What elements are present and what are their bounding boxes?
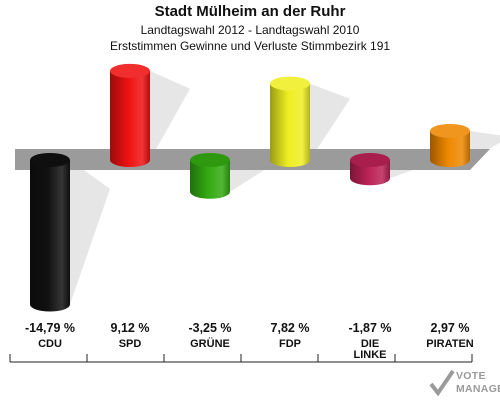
zero-baseline: [15, 149, 490, 170]
bar-spd: [110, 70, 150, 167]
watermark-line1: VOTE: [456, 370, 486, 382]
bar-cap: [190, 153, 230, 167]
watermark-line2: MANAGER: [456, 383, 500, 395]
chart-title: Stadt Mülheim an der Ruhr: [154, 3, 346, 20]
bar-cap: [430, 123, 470, 138]
bar-grüne: [190, 160, 230, 199]
votemanager-check-icon: [429, 369, 455, 397]
bar-fdp: [270, 83, 310, 167]
bar-cdu: [30, 160, 70, 312]
bar-cap: [350, 153, 390, 167]
bar-die-linke: [350, 160, 390, 186]
votemanager-logo: VOTE MANAGER: [428, 366, 500, 400]
bar-cap: [30, 153, 70, 167]
bar-cap: [270, 76, 310, 91]
bar-piraten: [430, 130, 470, 167]
chart-subtitle-years: Landtagswahl 2012 - Landtagswahl 2010: [140, 23, 360, 37]
bar-cap: [110, 63, 150, 78]
chart-subtitle-district: Erststimmen Gewinne und Verluste Stimmbe…: [109, 39, 391, 53]
